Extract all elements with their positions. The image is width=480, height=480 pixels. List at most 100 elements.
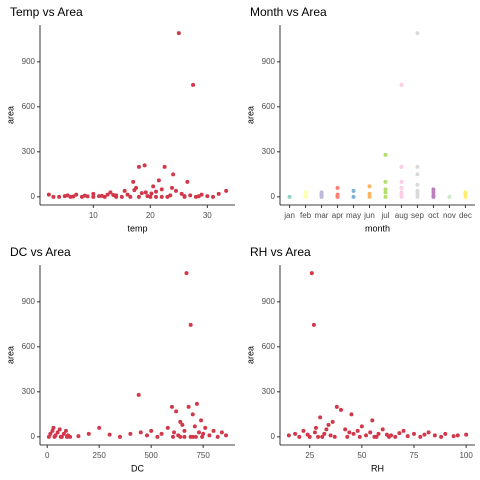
point <box>397 431 402 436</box>
point <box>426 430 431 435</box>
x-axis-title: temp <box>127 223 147 233</box>
point <box>199 418 204 423</box>
point <box>351 194 356 199</box>
point <box>178 434 183 439</box>
y-tick-label: 900 <box>22 57 36 66</box>
point <box>156 178 161 183</box>
point <box>415 164 420 169</box>
point <box>345 434 350 439</box>
point <box>105 192 110 197</box>
point <box>359 424 364 429</box>
x-tick-label: 750 <box>196 451 210 460</box>
point <box>114 194 119 199</box>
y-tick-label: 600 <box>262 102 276 111</box>
y-tick-label: 900 <box>262 297 276 306</box>
point <box>328 433 333 438</box>
point <box>196 430 201 435</box>
point <box>393 434 398 439</box>
point <box>463 194 468 199</box>
point <box>176 31 181 36</box>
point <box>188 434 193 439</box>
point <box>343 427 348 432</box>
point <box>463 190 468 195</box>
point <box>464 432 469 437</box>
point <box>182 434 187 439</box>
point <box>178 419 183 424</box>
point <box>74 192 79 197</box>
point <box>287 194 292 199</box>
point <box>335 192 340 197</box>
y-axis-title: area <box>5 346 15 364</box>
point <box>194 401 199 406</box>
chart-title: Temp vs Area <box>10 5 83 19</box>
y-tick-label: 0 <box>271 432 276 441</box>
point <box>224 433 229 438</box>
point <box>319 190 324 195</box>
point <box>182 428 187 433</box>
point <box>405 434 410 439</box>
x-tick-label: feb <box>300 211 312 220</box>
y-axis-title: area <box>245 106 255 124</box>
point <box>76 434 81 439</box>
point <box>415 194 420 199</box>
point <box>447 194 452 199</box>
point <box>68 434 73 439</box>
point <box>63 428 68 433</box>
point <box>319 194 324 199</box>
point <box>52 434 57 439</box>
point <box>334 404 339 409</box>
point <box>173 188 178 193</box>
point <box>159 194 164 199</box>
chart-title: RH vs Area <box>250 245 311 259</box>
point <box>188 193 193 198</box>
point <box>367 194 372 199</box>
y-axis-title: area <box>245 346 255 364</box>
y-axis-title: area <box>5 106 15 124</box>
point <box>286 433 291 438</box>
point <box>201 431 206 436</box>
x-tick-label: jun <box>363 211 375 220</box>
x-tick-label: apr <box>332 211 344 220</box>
point <box>55 430 60 435</box>
point <box>415 172 420 177</box>
point <box>154 194 159 199</box>
point <box>91 194 96 199</box>
point <box>172 430 177 435</box>
point <box>125 192 130 197</box>
point <box>99 193 104 198</box>
y-tick-label: 300 <box>262 147 276 156</box>
x-tick-label: 30 <box>203 211 212 220</box>
point <box>431 187 436 192</box>
x-tick-label: 25 <box>305 451 314 460</box>
point <box>451 434 456 439</box>
point <box>211 194 216 199</box>
point <box>203 425 208 430</box>
point <box>370 418 375 423</box>
point <box>357 434 362 439</box>
y-tick-label: 0 <box>31 192 36 201</box>
point <box>132 188 137 193</box>
point <box>169 185 174 190</box>
point <box>136 392 141 397</box>
point <box>200 434 205 439</box>
y-tick-label: 0 <box>31 432 36 441</box>
point <box>180 422 185 427</box>
point <box>383 190 388 195</box>
point <box>293 431 298 436</box>
point <box>159 187 164 192</box>
point <box>168 193 173 198</box>
point <box>162 164 167 169</box>
point <box>58 434 63 439</box>
point <box>399 193 404 198</box>
point <box>439 434 444 439</box>
point <box>57 427 62 432</box>
x-tick-label: 0 <box>45 451 50 460</box>
point <box>171 434 176 439</box>
x-tick-label: 250 <box>93 451 107 460</box>
point <box>91 191 96 196</box>
point <box>347 430 352 435</box>
x-tick-label: 20 <box>146 211 155 220</box>
point <box>139 191 144 196</box>
chart-title: DC vs Area <box>10 245 71 259</box>
point <box>191 82 196 87</box>
